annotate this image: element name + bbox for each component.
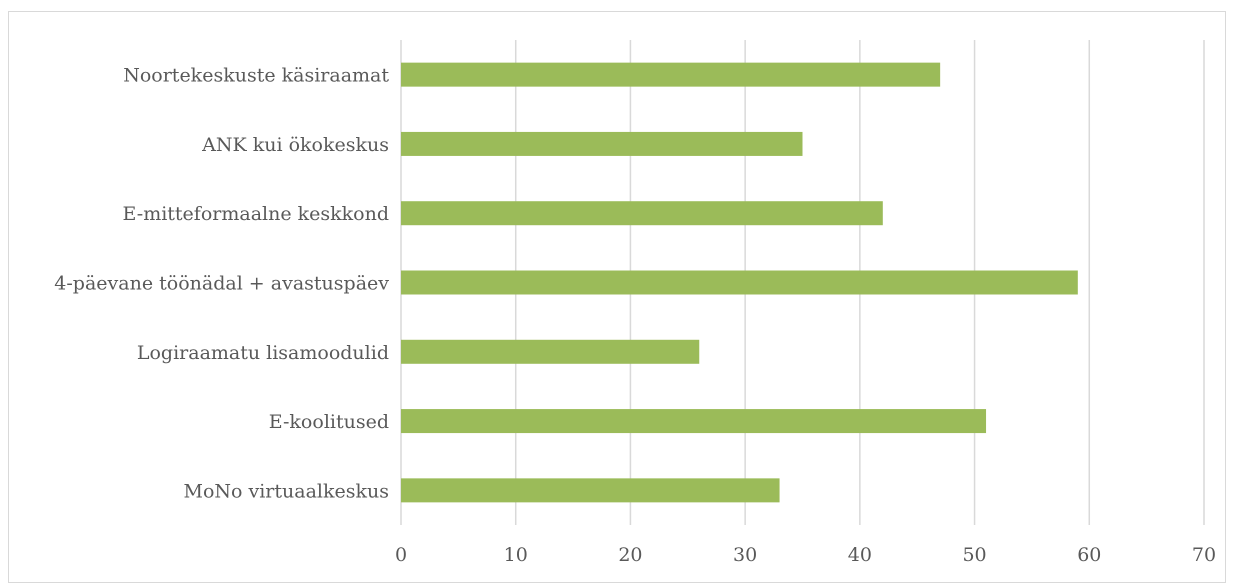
category-labels: Noortekeskuste käsiraamat ANK kui ökokesk… [54, 65, 389, 503]
bar [401, 270, 1078, 295]
category-label: Noortekeskuste käsiraamat [123, 65, 389, 87]
x-tick-label: 60 [1077, 544, 1101, 566]
bars [401, 62, 1078, 503]
bar [401, 62, 941, 87]
bar [401, 409, 987, 434]
x-tick-label: 10 [504, 544, 528, 566]
category-label: Logiraamatu lisamoodulid [137, 342, 389, 364]
x-tick-label: 0 [395, 544, 407, 566]
bar [401, 478, 780, 503]
category-label: E-koolitused [269, 411, 389, 433]
category-label: MoNo virtuaalkeskus [183, 480, 389, 502]
x-tick-label: 50 [962, 544, 986, 566]
bar [401, 201, 883, 226]
category-label: ANK kui ökokeskus [201, 134, 389, 156]
category-label: 4-päevane töönädal + avastuspäev [54, 273, 389, 295]
x-tick-labels: 0 10 20 30 40 50 60 70 [395, 544, 1216, 566]
bar [401, 339, 700, 364]
bar [401, 131, 803, 156]
category-label: E-mitteformaalne keskkond [123, 203, 389, 225]
x-tick-label: 70 [1192, 544, 1216, 566]
x-tick-label: 20 [618, 544, 642, 566]
x-tick-label: 30 [733, 544, 757, 566]
x-tick-label: 40 [848, 544, 872, 566]
